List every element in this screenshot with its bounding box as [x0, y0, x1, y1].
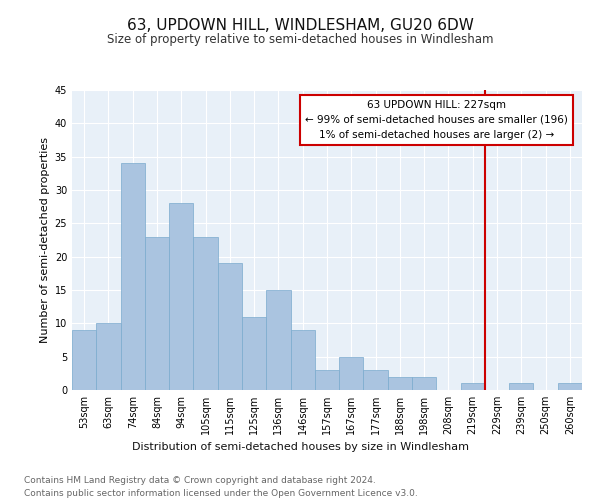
Y-axis label: Number of semi-detached properties: Number of semi-detached properties	[40, 137, 50, 343]
Bar	[72, 330, 96, 390]
Bar	[461, 384, 485, 390]
Bar	[364, 370, 388, 390]
Bar	[388, 376, 412, 390]
Bar	[315, 370, 339, 390]
Text: Distribution of semi-detached houses by size in Windlesham: Distribution of semi-detached houses by …	[131, 442, 469, 452]
Bar	[509, 384, 533, 390]
Bar	[193, 236, 218, 390]
Bar	[218, 264, 242, 390]
Text: Contains HM Land Registry data © Crown copyright and database right 2024.
Contai: Contains HM Land Registry data © Crown c…	[24, 476, 418, 498]
Bar	[558, 384, 582, 390]
Bar	[242, 316, 266, 390]
Bar	[412, 376, 436, 390]
Bar	[339, 356, 364, 390]
Bar	[145, 236, 169, 390]
Text: Size of property relative to semi-detached houses in Windlesham: Size of property relative to semi-detach…	[107, 32, 493, 46]
Bar	[266, 290, 290, 390]
Bar	[121, 164, 145, 390]
Bar	[290, 330, 315, 390]
Text: 63 UPDOWN HILL: 227sqm
← 99% of semi-detached houses are smaller (196)
1% of sem: 63 UPDOWN HILL: 227sqm ← 99% of semi-det…	[305, 100, 568, 140]
Text: 63, UPDOWN HILL, WINDLESHAM, GU20 6DW: 63, UPDOWN HILL, WINDLESHAM, GU20 6DW	[127, 18, 473, 32]
Bar	[96, 324, 121, 390]
Bar	[169, 204, 193, 390]
